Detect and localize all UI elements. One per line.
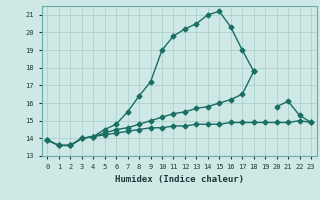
X-axis label: Humidex (Indice chaleur): Humidex (Indice chaleur) [115, 175, 244, 184]
